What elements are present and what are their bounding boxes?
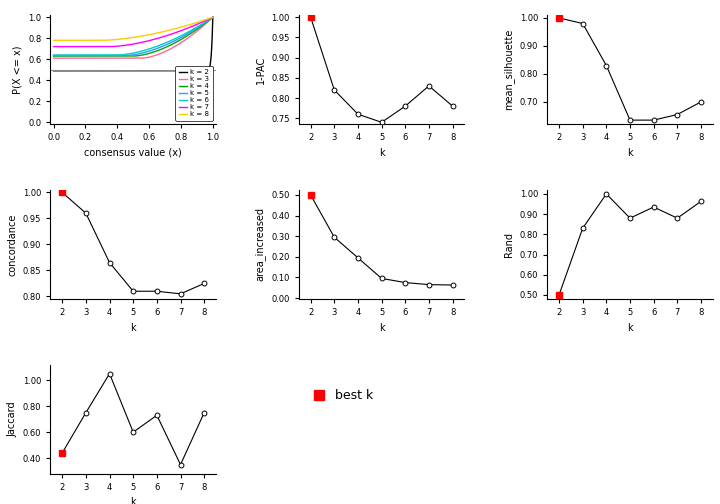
- Y-axis label: Jaccard: Jaccard: [7, 401, 17, 437]
- Y-axis label: Rand: Rand: [504, 232, 514, 257]
- Y-axis label: area_increased: area_increased: [255, 208, 266, 281]
- X-axis label: k: k: [130, 323, 136, 333]
- Y-axis label: 1-PAC: 1-PAC: [256, 55, 266, 84]
- Y-axis label: P(X <= x): P(X <= x): [12, 45, 22, 94]
- X-axis label: k: k: [627, 323, 633, 333]
- X-axis label: k: k: [627, 148, 633, 158]
- Y-axis label: concordance: concordance: [7, 213, 17, 276]
- Legend: k = 2, k = 3, k = 4, k = 5, k = 6, k = 7, k = 8: k = 2, k = 3, k = 4, k = 5, k = 6, k = 7…: [176, 66, 212, 121]
- Y-axis label: mean_silhouette: mean_silhouette: [503, 29, 514, 110]
- X-axis label: k: k: [130, 497, 136, 504]
- X-axis label: k: k: [379, 323, 384, 333]
- X-axis label: consensus value (x): consensus value (x): [84, 148, 182, 158]
- Text: best k: best k: [336, 389, 374, 402]
- X-axis label: k: k: [379, 148, 384, 158]
